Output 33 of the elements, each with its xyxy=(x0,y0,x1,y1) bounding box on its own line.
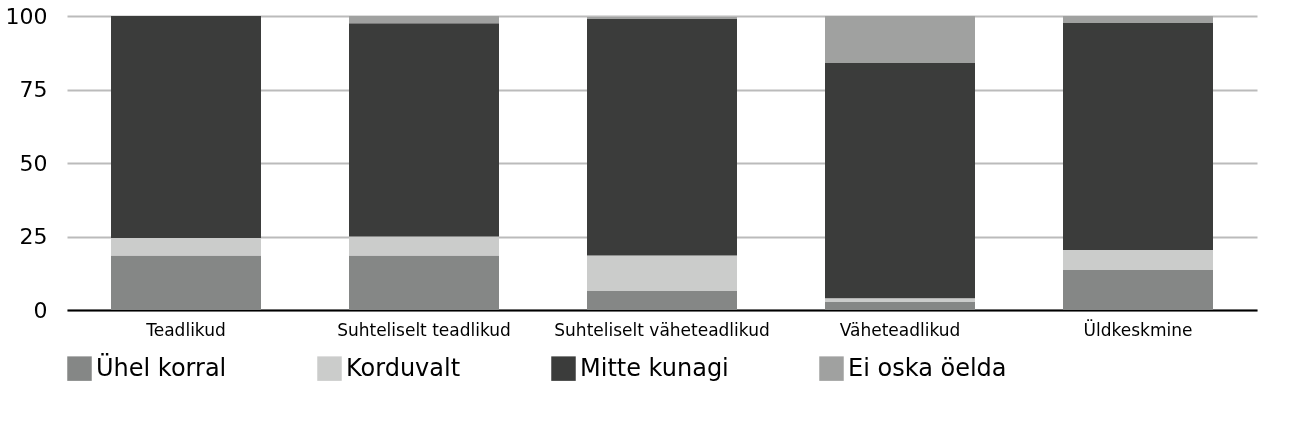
bar xyxy=(349,16,499,24)
bar xyxy=(111,237,261,256)
bar xyxy=(825,16,975,64)
legend-label: Mitte kunagi xyxy=(580,353,729,382)
bar xyxy=(349,255,499,310)
legend-label: Ühel korral xyxy=(96,352,227,382)
bar xyxy=(349,236,499,256)
x-tick-label: Suhteliselt teadlikud xyxy=(337,319,511,340)
y-tick-label: 75 xyxy=(19,77,48,102)
bar xyxy=(111,16,261,238)
x-tick-label: Üldkeskmine xyxy=(1083,318,1193,340)
bar xyxy=(825,298,975,303)
bar xyxy=(349,23,499,237)
bar xyxy=(587,290,737,310)
x-tick-label: Teadlikud xyxy=(145,319,226,340)
y-tick-label: 25 xyxy=(19,224,48,249)
y-tick-label: 100 xyxy=(5,3,48,29)
bar xyxy=(587,16,737,19)
bar xyxy=(1063,250,1213,271)
bar xyxy=(111,255,261,310)
legend-label: Ei oska öelda xyxy=(848,353,1007,382)
bar xyxy=(1063,270,1213,310)
x-tick-label: Väheteadlikud xyxy=(839,319,961,340)
bar xyxy=(1063,16,1213,24)
bar xyxy=(825,302,975,310)
x-tick-label: Suhteliselt väheteadlikud xyxy=(554,319,770,340)
bar xyxy=(587,18,737,256)
bar xyxy=(825,63,975,299)
y-tick-label: 50 xyxy=(19,150,48,176)
bar xyxy=(587,255,737,291)
y-tick-label: 0 xyxy=(33,297,48,323)
bar xyxy=(1063,23,1213,251)
legend-label: Korduvalt xyxy=(346,353,461,382)
